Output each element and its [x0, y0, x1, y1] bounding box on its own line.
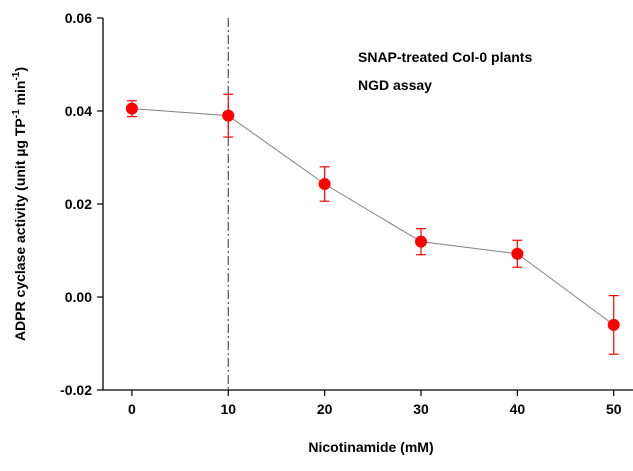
y-axis-title-sup1: -1	[11, 109, 22, 118]
x-tick-label: 40	[510, 401, 526, 417]
annotation-sample: SNAP-treated Col-0 plants	[358, 49, 532, 65]
x-tick-label: 30	[413, 401, 429, 417]
series-line	[131, 108, 615, 326]
series-group	[125, 93, 620, 355]
x-tick-label: 0	[128, 401, 136, 417]
annotation-assay: NGD assay	[358, 77, 432, 93]
y-tick-label: -0.02	[60, 382, 92, 398]
data-point	[511, 247, 524, 260]
y-axis-title-end: )	[12, 67, 28, 72]
y-axis-title-main: ADPR cyclase activity (unit µg TP	[12, 118, 28, 341]
y-axis-title-sup2: -1	[11, 71, 22, 80]
data-point	[415, 235, 427, 248]
x-tick-label: 20	[317, 401, 333, 417]
y-tick-label: 0.04	[65, 103, 92, 119]
ticks-group: -0.02 0.00 0.02 0.04 0.06 0 10 20 30 40 50	[60, 10, 622, 417]
x-tick-label: 50	[606, 401, 622, 417]
y-tick-label: 0.00	[65, 289, 92, 305]
x-tick-label: 10	[220, 401, 236, 417]
data-point	[607, 318, 620, 331]
y-tick-label: 0.06	[65, 10, 92, 26]
y-axis-title-mid: min	[12, 81, 28, 110]
data-point	[125, 102, 138, 115]
data-point	[318, 178, 331, 191]
y-tick-label: 0.02	[65, 196, 92, 212]
y-axis-title: ADPR cyclase activity (unit µg TP-1 min-…	[11, 67, 28, 341]
data-point	[222, 109, 235, 122]
x-axis-title: Nicotinamide (mM)	[308, 439, 433, 455]
axes-group	[102, 18, 633, 391]
